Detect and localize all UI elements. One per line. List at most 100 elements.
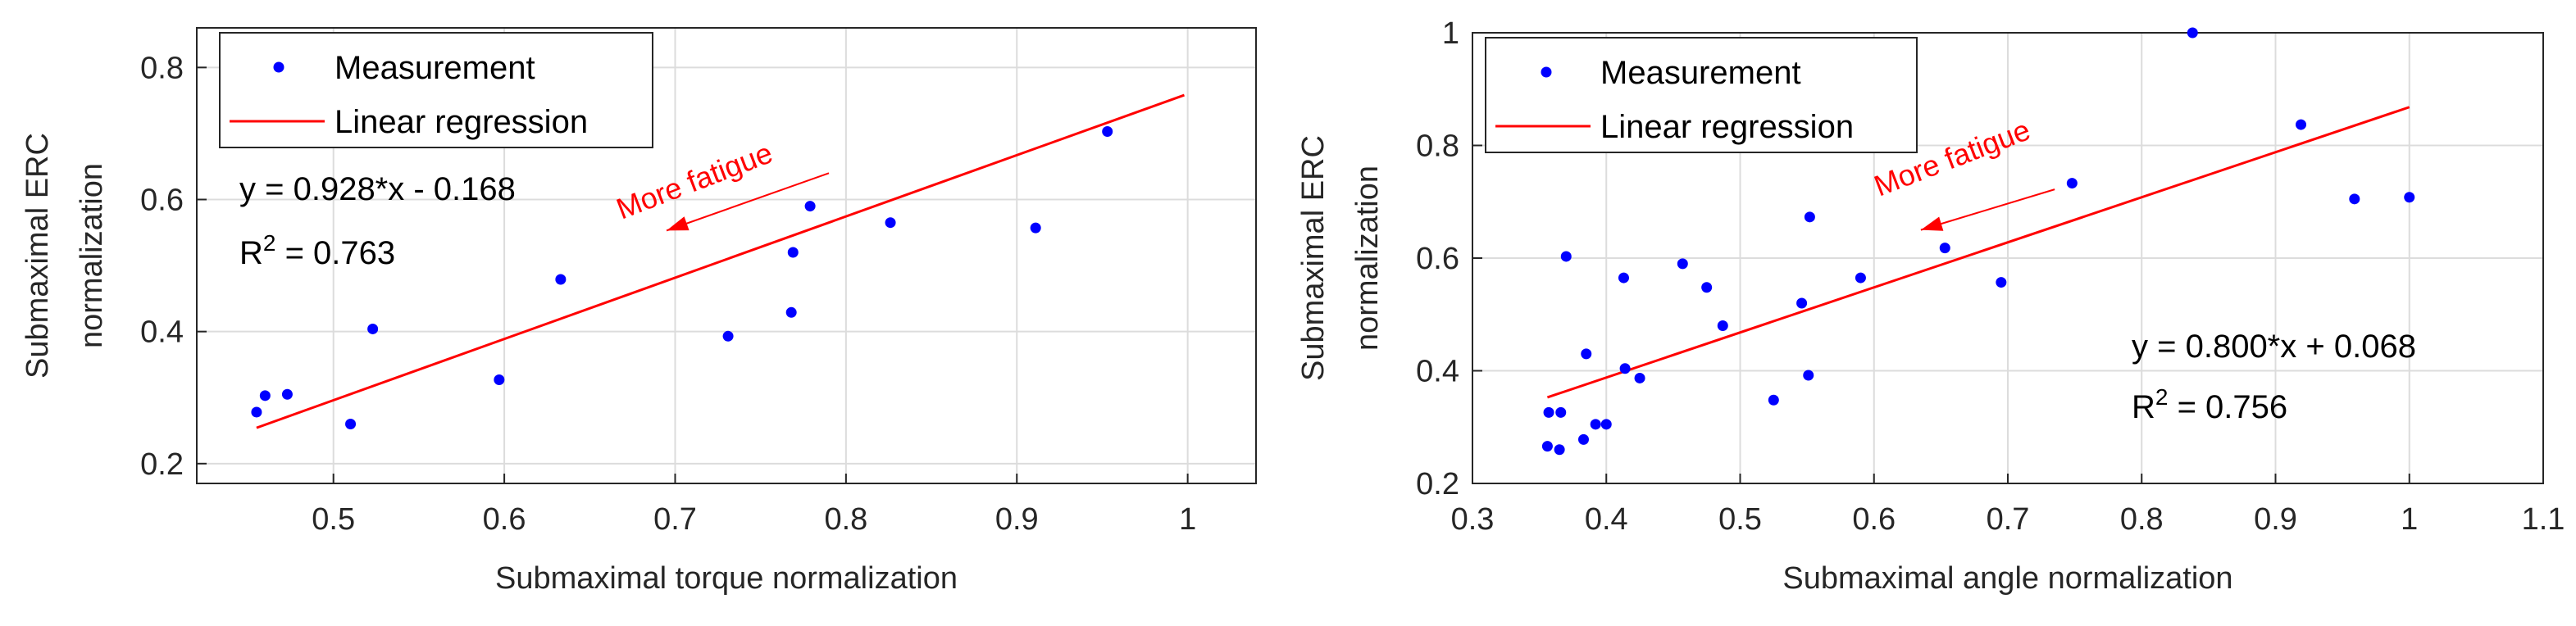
data-point [367, 323, 379, 334]
data-point [1768, 394, 1779, 406]
arrow-head-icon [1920, 216, 1944, 231]
y-axis-ticks: 0.2 0.4 0.6 0.8 1 [1416, 16, 1482, 501]
y-tick-label: 0.8 [140, 51, 184, 85]
y-axis-label-line2: normalization [75, 163, 109, 348]
data-point [1803, 370, 1814, 381]
r-squared-value: R2 = 0.756 [2132, 384, 2287, 425]
data-point [722, 330, 734, 342]
measurement-points [1541, 27, 2415, 456]
data-point [1996, 277, 2007, 288]
x-tick-label: 0.9 [2254, 502, 2297, 537]
y-tick-label: 0.2 [1416, 467, 1459, 501]
data-point [1717, 320, 1728, 331]
legend: Measurement Linear regression [219, 32, 653, 148]
data-point [1555, 406, 1567, 418]
data-point [345, 418, 357, 429]
x-tick-label: 0.5 [312, 502, 355, 537]
y-axis-ticks: 0.2 0.4 0.6 0.8 [140, 51, 207, 482]
x-axis-label: Submaximal angle normalization [1782, 561, 2232, 596]
y-tick-label: 0.8 [1416, 129, 1459, 164]
r2-superscript: 2 [2155, 384, 2169, 410]
r2-number: = 0.756 [2168, 389, 2287, 425]
data-point [1581, 348, 1592, 360]
data-point [251, 406, 262, 418]
data-point [785, 306, 797, 318]
x-tick-label: 0.6 [483, 502, 526, 537]
data-point [1701, 282, 1713, 293]
r2-label: R [239, 235, 263, 271]
y-tick-label: 0.6 [140, 184, 184, 218]
data-point [259, 390, 271, 401]
legend-label-regression: Linear regression [1600, 109, 1854, 145]
x-tick-label: 0.7 [653, 502, 697, 537]
legend-label-measurement: Measurement [1600, 55, 1801, 91]
y-axis-label-line1: Submaximal ERC [1296, 135, 1331, 381]
x-axis-ticks: 0.5 0.6 0.7 0.8 0.9 1 [312, 474, 1196, 537]
arrow-head-icon [667, 216, 690, 231]
data-point [1541, 441, 1553, 452]
r2-number: = 0.763 [275, 235, 395, 271]
x-tick-label: 0.4 [1585, 502, 1628, 537]
data-point [1543, 406, 1554, 418]
scatter-chart-angle: 0.3 0.4 0.5 0.6 0.7 0.8 0.9 1 1.1 0.20.40.60.81 … [1296, 16, 2565, 596]
legend-label-measurement: Measurement [335, 50, 535, 86]
y-tick-label: 1 [1442, 16, 1459, 51]
regression-line-segment [1546, 106, 2410, 399]
data-point [2066, 178, 2078, 189]
data-point [1030, 222, 1041, 234]
data-point [1855, 272, 1866, 284]
data-point [1796, 297, 1808, 309]
x-tick-label: 0.8 [2120, 502, 2164, 537]
data-point [1634, 372, 1645, 383]
x-tick-label: 0.8 [824, 502, 867, 537]
regression-line-segment [256, 93, 1185, 429]
x-axis-ticks: 0.3 0.4 0.5 0.6 0.7 0.8 0.9 1 1.1 [1451, 474, 2565, 537]
regression-line [256, 93, 1185, 429]
r-squared-value: R2 = 0.763 [239, 230, 395, 271]
data-point [1677, 258, 1688, 270]
data-point [281, 388, 293, 400]
data-point [1619, 363, 1631, 374]
legend-box [219, 32, 653, 148]
measurement-points [251, 126, 1113, 429]
arrow-left-icon [666, 172, 830, 232]
y-tick-label: 0.4 [1416, 355, 1459, 389]
y-axis-label-line2: normalization [1350, 166, 1385, 351]
legend: Measurement Linear regression [1485, 37, 1918, 153]
data-point [804, 201, 816, 212]
scatter-chart-torque: 0.5 0.6 0.7 0.8 0.9 1 0.20.40.60.8 More fatig… [20, 27, 1257, 596]
r2-label: R [2132, 389, 2155, 425]
arrow-left-icon [1920, 188, 2055, 231]
x-axis-label: Submaximal torque normalization [495, 561, 958, 596]
regression-line [1546, 106, 2410, 399]
legend-box [1485, 37, 1918, 153]
data-point [1560, 251, 1572, 262]
x-tick-label: 0.5 [1718, 502, 1762, 537]
y-axis-label-line1: Submaximal ERC [20, 133, 55, 379]
x-tick-label: 0.9 [995, 502, 1039, 537]
x-tick-label: 0.3 [1451, 502, 1495, 537]
data-point [1102, 126, 1113, 138]
data-point [2349, 193, 2360, 205]
x-tick-label: 1.1 [2522, 502, 2565, 537]
data-point [1577, 433, 1589, 445]
regression-equation: y = 0.800*x + 0.068 [2132, 329, 2416, 365]
data-point [494, 374, 505, 385]
data-point [2187, 27, 2198, 39]
x-tick-label: 1 [1179, 502, 1196, 537]
x-tick-label: 0.7 [1987, 502, 2030, 537]
x-tick-label: 0.6 [1852, 502, 1896, 537]
axes-frame [196, 27, 1257, 484]
data-point [1600, 419, 1612, 430]
blue-dot-icon [1541, 66, 1552, 78]
y-tick-label: 0.6 [1416, 242, 1459, 276]
blue-dot-icon [273, 61, 284, 73]
data-point [1939, 243, 1950, 254]
x-tick-label: 1 [2401, 502, 2418, 537]
y-tick-label: 0.2 [140, 447, 184, 482]
data-point [1618, 272, 1629, 284]
data-point [1590, 419, 1601, 430]
regression-equation: y = 0.928*x - 0.168 [239, 171, 516, 207]
data-point [2404, 192, 2415, 203]
